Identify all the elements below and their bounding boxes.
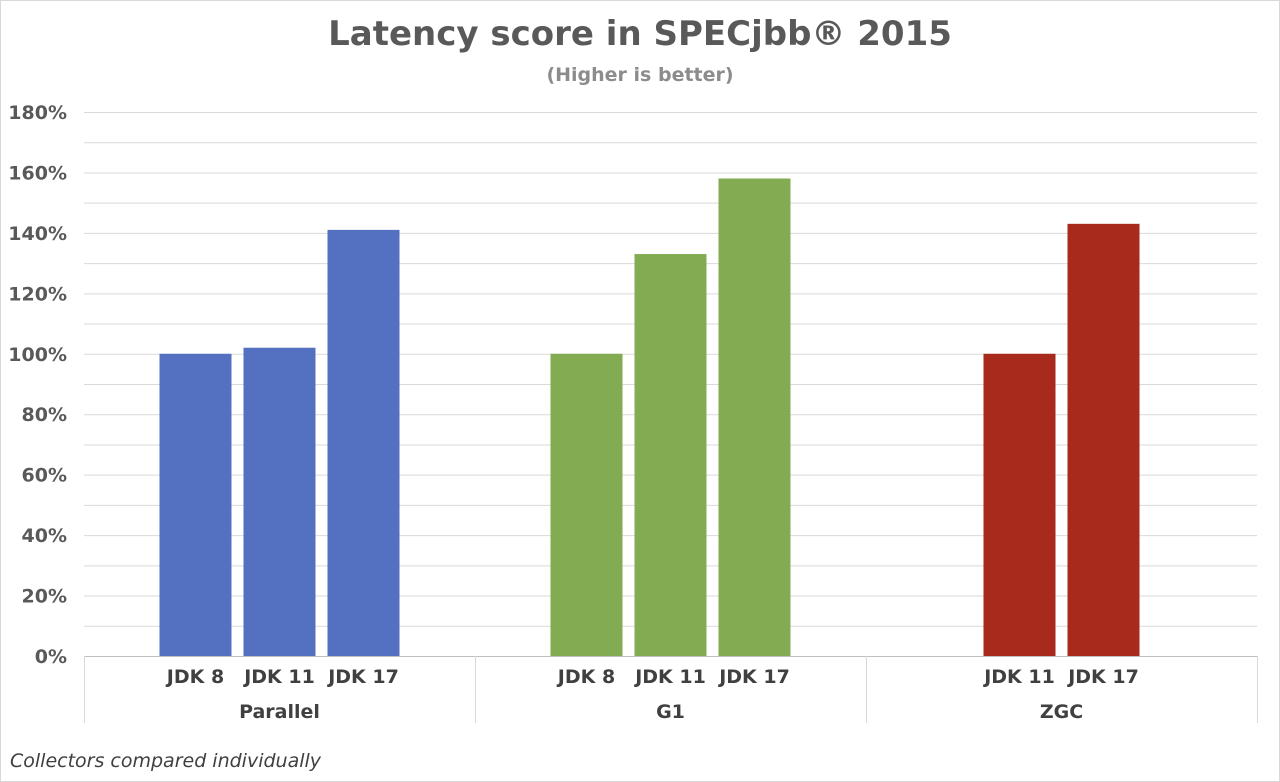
x-category-label: JDK 8 xyxy=(165,666,224,688)
group-label-zgc: ZGC xyxy=(1040,701,1083,723)
group-label-g1: G1 xyxy=(656,701,685,723)
x-category-label: JDK 17 xyxy=(1066,666,1139,688)
bar-g1-jdk-8 xyxy=(550,353,623,656)
bar-g1-jdk-17 xyxy=(718,178,791,656)
chart-title: Latency score in SPECjbb® 2015 xyxy=(328,14,952,54)
y-tick-label: 120% xyxy=(8,283,67,305)
bar-g1-jdk-11 xyxy=(634,254,707,657)
chart-subtitle: (Higher is better) xyxy=(546,64,734,86)
x-category-label: JDK 8 xyxy=(556,666,615,688)
x-category-label: JDK 17 xyxy=(326,666,399,688)
x-category-label: JDK 11 xyxy=(982,666,1055,688)
bar-zgc-jdk-11 xyxy=(983,353,1056,656)
y-tick-label: 140% xyxy=(8,223,67,245)
group-label-parallel: Parallel xyxy=(239,701,320,723)
y-tick-label: 0% xyxy=(35,646,67,668)
y-tick-label: 160% xyxy=(8,162,67,184)
bar-parallel-jdk-8 xyxy=(159,353,232,656)
y-tick-label: 180% xyxy=(8,102,67,124)
bar-parallel-jdk-17 xyxy=(327,229,400,656)
y-tick-label: 40% xyxy=(22,525,67,547)
y-tick-label: 20% xyxy=(22,586,67,608)
y-tick-label: 100% xyxy=(8,344,67,366)
y-tick-label: 60% xyxy=(22,465,67,487)
x-category-label: JDK 17 xyxy=(717,666,790,688)
bar-zgc-jdk-17 xyxy=(1067,223,1140,657)
x-category-label: JDK 11 xyxy=(242,666,315,688)
bar-parallel-jdk-11 xyxy=(243,347,316,656)
chart-footnote: Collectors compared individually xyxy=(10,750,322,772)
y-tick-label: 80% xyxy=(22,404,67,426)
x-category-label: JDK 11 xyxy=(633,666,706,688)
